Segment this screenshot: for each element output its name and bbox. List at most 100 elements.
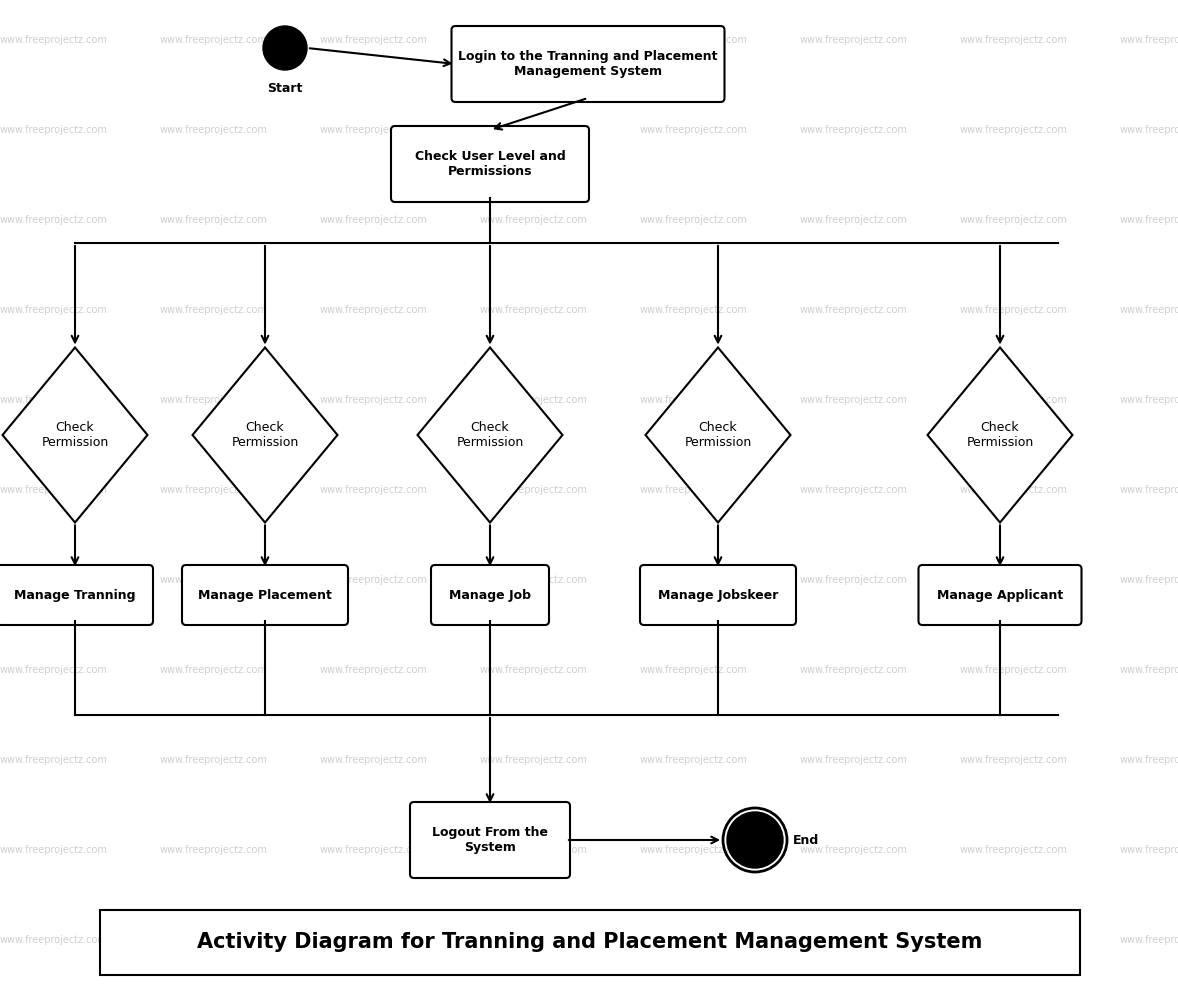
- FancyBboxPatch shape: [919, 565, 1081, 625]
- Text: www.freeprojectz.com: www.freeprojectz.com: [640, 845, 748, 855]
- Text: www.freeprojectz.com: www.freeprojectz.com: [960, 395, 1068, 405]
- Text: www.freeprojectz.com: www.freeprojectz.com: [160, 305, 267, 315]
- Text: www.freeprojectz.com: www.freeprojectz.com: [640, 755, 748, 765]
- Circle shape: [263, 26, 307, 70]
- Text: www.freeprojectz.com: www.freeprojectz.com: [640, 575, 748, 585]
- Text: www.freeprojectz.com: www.freeprojectz.com: [640, 215, 748, 225]
- FancyBboxPatch shape: [0, 565, 153, 625]
- Text: www.freeprojectz.com: www.freeprojectz.com: [800, 665, 908, 675]
- Text: Logout From the
System: Logout From the System: [432, 826, 548, 854]
- Text: www.freeprojectz.com: www.freeprojectz.com: [320, 215, 428, 225]
- Text: www.freeprojectz.com: www.freeprojectz.com: [1120, 305, 1178, 315]
- Text: www.freeprojectz.com: www.freeprojectz.com: [160, 395, 267, 405]
- Text: www.freeprojectz.com: www.freeprojectz.com: [800, 755, 908, 765]
- FancyBboxPatch shape: [451, 26, 724, 102]
- Text: Check
Permission: Check Permission: [231, 421, 299, 449]
- Text: www.freeprojectz.com: www.freeprojectz.com: [160, 935, 267, 945]
- FancyBboxPatch shape: [410, 802, 570, 878]
- Text: www.freeprojectz.com: www.freeprojectz.com: [320, 755, 428, 765]
- Text: www.freeprojectz.com: www.freeprojectz.com: [640, 35, 748, 45]
- Text: www.freeprojectz.com: www.freeprojectz.com: [800, 485, 908, 495]
- Text: Check
Permission: Check Permission: [456, 421, 524, 449]
- Text: www.freeprojectz.com: www.freeprojectz.com: [960, 575, 1068, 585]
- Text: www.freeprojectz.com: www.freeprojectz.com: [320, 485, 428, 495]
- Text: www.freeprojectz.com: www.freeprojectz.com: [1120, 575, 1178, 585]
- Text: www.freeprojectz.com: www.freeprojectz.com: [320, 395, 428, 405]
- Text: www.freeprojectz.com: www.freeprojectz.com: [320, 845, 428, 855]
- Text: www.freeprojectz.com: www.freeprojectz.com: [960, 305, 1068, 315]
- Text: www.freeprojectz.com: www.freeprojectz.com: [960, 125, 1068, 135]
- Text: www.freeprojectz.com: www.freeprojectz.com: [800, 935, 908, 945]
- Text: Check User Level and
Permissions: Check User Level and Permissions: [415, 150, 565, 178]
- Text: www.freeprojectz.com: www.freeprojectz.com: [320, 665, 428, 675]
- Text: Check
Permission: Check Permission: [684, 421, 752, 449]
- Text: www.freeprojectz.com: www.freeprojectz.com: [640, 395, 748, 405]
- Text: www.freeprojectz.com: www.freeprojectz.com: [160, 845, 267, 855]
- Text: Start: Start: [267, 82, 303, 95]
- Text: www.freeprojectz.com: www.freeprojectz.com: [640, 305, 748, 315]
- Text: www.freeprojectz.com: www.freeprojectz.com: [800, 305, 908, 315]
- FancyBboxPatch shape: [640, 565, 796, 625]
- Text: Manage Job: Manage Job: [449, 588, 531, 601]
- Text: www.freeprojectz.com: www.freeprojectz.com: [479, 485, 588, 495]
- Text: www.freeprojectz.com: www.freeprojectz.com: [1120, 125, 1178, 135]
- Text: www.freeprojectz.com: www.freeprojectz.com: [479, 35, 588, 45]
- Polygon shape: [417, 347, 563, 523]
- Text: www.freeprojectz.com: www.freeprojectz.com: [800, 215, 908, 225]
- Text: www.freeprojectz.com: www.freeprojectz.com: [0, 395, 108, 405]
- Text: www.freeprojectz.com: www.freeprojectz.com: [479, 305, 588, 315]
- Text: www.freeprojectz.com: www.freeprojectz.com: [479, 845, 588, 855]
- Text: www.freeprojectz.com: www.freeprojectz.com: [960, 485, 1068, 495]
- Text: www.freeprojectz.com: www.freeprojectz.com: [0, 575, 108, 585]
- Text: www.freeprojectz.com: www.freeprojectz.com: [800, 845, 908, 855]
- Text: www.freeprojectz.com: www.freeprojectz.com: [479, 215, 588, 225]
- FancyBboxPatch shape: [431, 565, 549, 625]
- Text: www.freeprojectz.com: www.freeprojectz.com: [479, 755, 588, 765]
- Text: Login to the Tranning and Placement
Management System: Login to the Tranning and Placement Mana…: [458, 50, 717, 78]
- Text: www.freeprojectz.com: www.freeprojectz.com: [479, 125, 588, 135]
- Polygon shape: [2, 347, 147, 523]
- Polygon shape: [646, 347, 790, 523]
- Text: www.freeprojectz.com: www.freeprojectz.com: [800, 395, 908, 405]
- Text: www.freeprojectz.com: www.freeprojectz.com: [1120, 845, 1178, 855]
- Text: www.freeprojectz.com: www.freeprojectz.com: [1120, 935, 1178, 945]
- FancyBboxPatch shape: [100, 910, 1080, 975]
- Text: www.freeprojectz.com: www.freeprojectz.com: [160, 485, 267, 495]
- Text: www.freeprojectz.com: www.freeprojectz.com: [960, 755, 1068, 765]
- Text: www.freeprojectz.com: www.freeprojectz.com: [320, 35, 428, 45]
- Text: www.freeprojectz.com: www.freeprojectz.com: [0, 35, 108, 45]
- Text: www.freeprojectz.com: www.freeprojectz.com: [0, 755, 108, 765]
- Text: www.freeprojectz.com: www.freeprojectz.com: [1120, 395, 1178, 405]
- Text: www.freeprojectz.com: www.freeprojectz.com: [320, 305, 428, 315]
- Text: www.freeprojectz.com: www.freeprojectz.com: [160, 665, 267, 675]
- Text: www.freeprojectz.com: www.freeprojectz.com: [320, 935, 428, 945]
- Text: www.freeprojectz.com: www.freeprojectz.com: [0, 935, 108, 945]
- Text: Check
Permission: Check Permission: [966, 421, 1033, 449]
- Text: www.freeprojectz.com: www.freeprojectz.com: [960, 215, 1068, 225]
- Text: www.freeprojectz.com: www.freeprojectz.com: [479, 395, 588, 405]
- FancyBboxPatch shape: [181, 565, 348, 625]
- Text: Manage Applicant: Manage Applicant: [937, 588, 1063, 601]
- Text: Activity Diagram for Tranning and Placement Management System: Activity Diagram for Tranning and Placem…: [197, 932, 982, 952]
- Text: www.freeprojectz.com: www.freeprojectz.com: [800, 125, 908, 135]
- Text: www.freeprojectz.com: www.freeprojectz.com: [160, 755, 267, 765]
- Text: www.freeprojectz.com: www.freeprojectz.com: [160, 35, 267, 45]
- Circle shape: [727, 812, 783, 868]
- Text: www.freeprojectz.com: www.freeprojectz.com: [640, 665, 748, 675]
- FancyBboxPatch shape: [391, 126, 589, 202]
- Text: www.freeprojectz.com: www.freeprojectz.com: [0, 665, 108, 675]
- Text: www.freeprojectz.com: www.freeprojectz.com: [160, 125, 267, 135]
- Text: www.freeprojectz.com: www.freeprojectz.com: [1120, 755, 1178, 765]
- Text: www.freeprojectz.com: www.freeprojectz.com: [320, 575, 428, 585]
- Text: www.freeprojectz.com: www.freeprojectz.com: [479, 575, 588, 585]
- Text: Manage Placement: Manage Placement: [198, 588, 332, 601]
- Text: www.freeprojectz.com: www.freeprojectz.com: [640, 125, 748, 135]
- Text: www.freeprojectz.com: www.freeprojectz.com: [640, 935, 748, 945]
- Text: www.freeprojectz.com: www.freeprojectz.com: [1120, 485, 1178, 495]
- Polygon shape: [192, 347, 338, 523]
- Text: www.freeprojectz.com: www.freeprojectz.com: [0, 125, 108, 135]
- Text: End: End: [793, 833, 819, 846]
- Text: www.freeprojectz.com: www.freeprojectz.com: [0, 305, 108, 315]
- Text: www.freeprojectz.com: www.freeprojectz.com: [479, 935, 588, 945]
- Text: www.freeprojectz.com: www.freeprojectz.com: [960, 845, 1068, 855]
